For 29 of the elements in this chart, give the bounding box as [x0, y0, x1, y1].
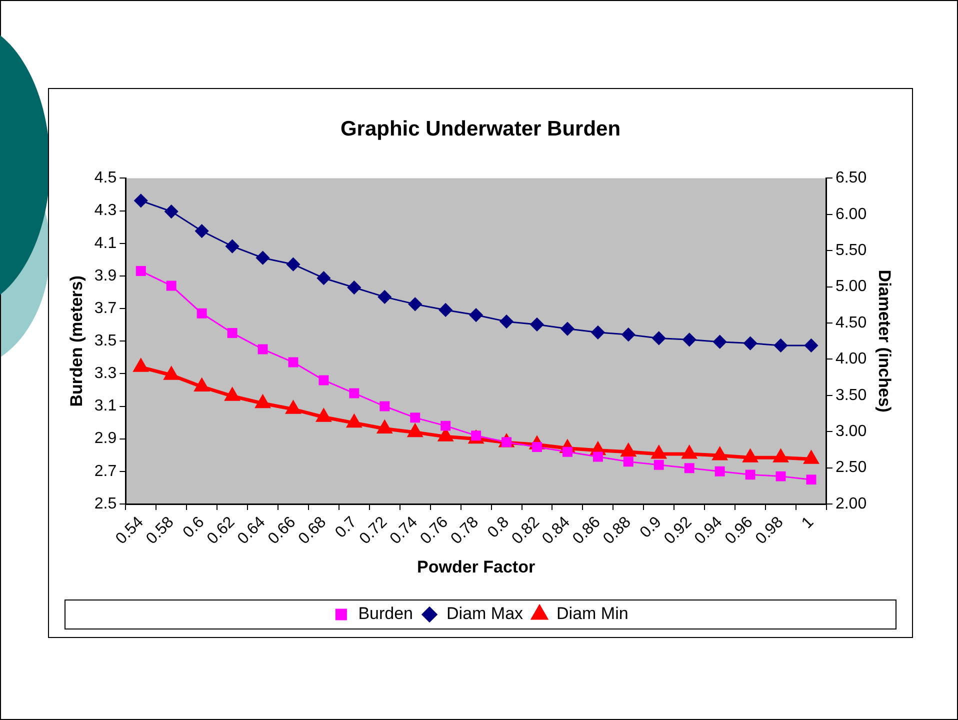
y-tick-label: 3.7	[94, 300, 117, 317]
legend-label: Diam Max	[446, 604, 524, 624]
y2-tick-label: 5.50	[835, 242, 867, 260]
y-tick-label: 4.1	[94, 234, 117, 252]
y-tick-label: 3.1	[94, 398, 117, 415]
y2-tick-label: 6.00	[835, 206, 867, 223]
y-tick-label: 4.5	[94, 170, 117, 187]
y-axis-title: Burden (meters)	[66, 275, 86, 407]
y-tick-label: 2.7	[94, 462, 117, 480]
y2-tick-label: 5.00	[835, 278, 867, 296]
y2-tick-label: 4.50	[835, 314, 867, 332]
y2-tick-label: 6.50	[835, 170, 867, 187]
y-tick-label: 3.5	[94, 332, 117, 350]
y-tick-label: 2.9	[94, 430, 117, 448]
y2-tick-label: 2.50	[835, 459, 867, 476]
y2-tick-label: 4.00	[835, 350, 867, 368]
y2-tick-label: 3.00	[835, 423, 867, 440]
y-tick-label: 4.3	[94, 202, 117, 220]
legend-label: Burden	[358, 604, 414, 624]
y-tick-label: 3.3	[94, 365, 117, 382]
y-tick-label: 3.9	[94, 267, 117, 284]
x-tick-label: 1	[798, 514, 818, 532]
y2-axis-title: Diameter (inches)	[875, 270, 894, 412]
x-axis-title: Powder Factor	[417, 557, 536, 576]
chart-title: Graphic Underwater Burden	[340, 117, 621, 140]
y2-tick-label: 2.00	[835, 495, 867, 512]
legend-label: Diam Min	[556, 604, 628, 624]
y-tick-label: 2.5	[94, 495, 117, 512]
y2-tick-label: 3.50	[835, 386, 867, 404]
